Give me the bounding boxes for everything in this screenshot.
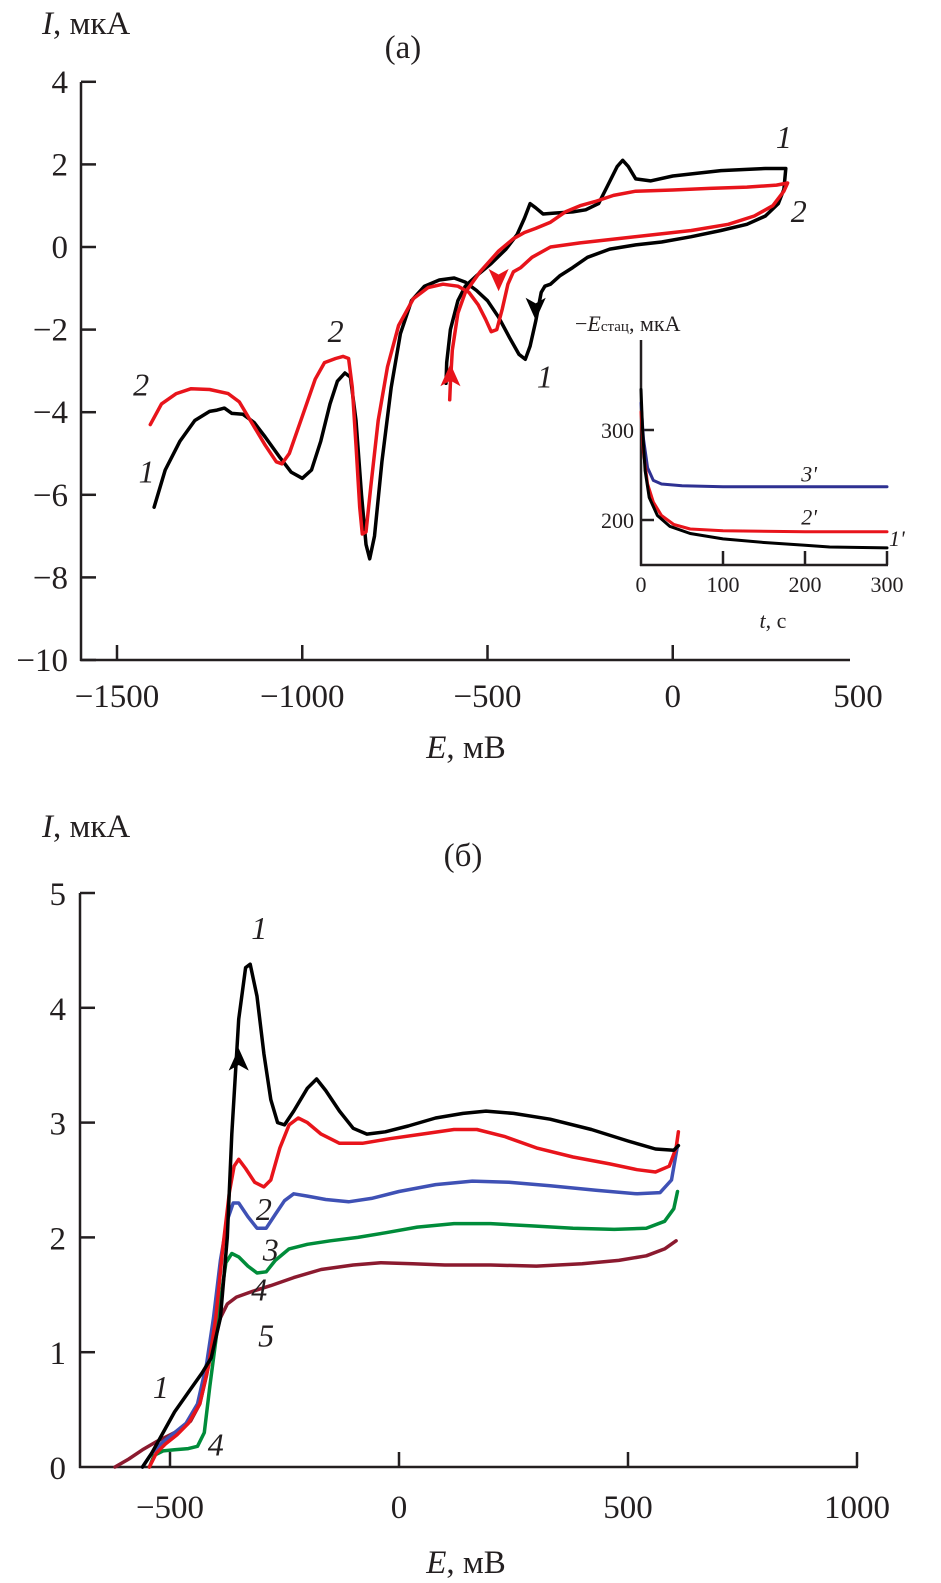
arrow-b-series-1 [228,1048,249,1071]
arrow-a-series-1 [525,297,546,321]
y-tick-label-b: 2 [50,1221,67,1257]
inset-y-title-sub: стац [601,319,629,335]
inset-x-axis-title: t, с [760,608,787,633]
arrow-a-series-2 [440,363,461,387]
y-axis-title-b-text: I, мкА [41,809,130,845]
curve-label-a: 2 [328,313,344,349]
panel-label-a: (a) [385,30,422,66]
y-tick-label-a: 4 [52,65,69,101]
curves-a [148,158,790,561]
curve-label-b: 3 [262,1231,279,1267]
curve-label-b: 1 [153,1369,169,1405]
inset-x-tick-label: 200 [789,572,822,597]
curves-b [113,962,681,1469]
y-tick-label-b: 0 [50,1451,67,1487]
x-axis-title-a: E, мВ [425,730,506,766]
x-axis-title-b: E, мВ [425,1545,506,1581]
inset-curves [639,388,889,550]
curve-label-b: 5 [258,1317,274,1353]
axes-b: 5 4 3 2 1 0 −500 0 500 1000 [50,877,891,1526]
inset-curve-series-3' [639,401,889,489]
inset-chart: −Eстац, мкА 300 200 0 100 200 300 3' 2' 1' t, с [575,311,905,633]
curve-label-b: 1 [251,910,267,946]
chart-panel-b: I, мкА (б) 5 4 3 2 1 0 −500 0 500 1000 1 2 3 4 5 1 4 E,… [41,809,890,1581]
axes-a: 4 2 0 −2 −4 −6 −8 −10−1500 −1000 −500 0 500 [16,65,882,715]
inset-curve-labels: 3' 2' 1' [800,461,905,551]
curve-labels-b: 1 2 3 4 5 1 4 [153,910,279,1463]
inset-curve-series-2' [639,410,889,534]
chart-panel-a: I, мкА (a) 4 2 0 −2 −4 −6 −8 −10−1500 −1000 −500 0… [16,6,905,766]
curve-label-a: 2 [133,367,149,403]
inset-y-tick-label: 200 [601,508,634,533]
x-tick-label-a: −1000 [260,679,345,715]
curve-label-b: 4 [208,1427,224,1463]
inset-y-axis-title: −Eстац, мкА [575,311,681,336]
panel-label-b: (б) [444,838,483,874]
x-tick-label-a: −500 [453,679,521,715]
x-tick-label-a: −1500 [75,679,160,715]
inset-y-title-main: −E [575,311,601,336]
y-tick-label-a: −2 [33,313,68,349]
curve-label-a: 1 [776,119,792,155]
inset-curve-label: 1' [889,526,905,551]
y-tick-label-b: 3 [50,1107,67,1143]
inset-y-tick-label: 300 [601,418,634,443]
curve-a-series-2 [148,181,790,536]
y-tick-label-b: 4 [50,992,67,1028]
y-tick-label-a: −6 [33,478,68,514]
y-tick-label-a: −8 [33,560,68,596]
inset-curve-series-1' [639,388,889,550]
curve-label-b: 2 [256,1191,272,1227]
x-tick-label-b: 0 [391,1490,408,1526]
y-tick-label-a: 2 [52,147,69,183]
x-tick-label-a: 0 [665,679,682,715]
y-tick-label-a: −10 [16,643,68,679]
curve-b-series-4 [147,1189,680,1469]
curve-b-series-2 [147,1116,681,1469]
x-tick-label-a: 500 [833,679,883,715]
y-tick-label-b: 5 [50,877,67,913]
curve-b-series-5 [113,1239,678,1469]
y-tick-label-a: −4 [33,395,68,431]
x-tick-label-b: 1000 [824,1490,890,1526]
inset-curve-label: 2' [801,505,817,530]
inset-x-tick-label: 100 [707,572,740,597]
arrow-a-series-2 [488,268,509,292]
curve-label-a: 1 [537,358,553,394]
y-axis-title-a-text: I, мкА [41,6,130,42]
curve-label-a: 1 [139,453,155,489]
x-tick-label-b: −500 [136,1490,204,1526]
y-axis-title-a: I, мкА [41,6,130,42]
curve-label-b: 4 [251,1272,267,1308]
inset-axes: 300 200 0 100 200 300 [601,340,904,597]
curve-b-series-3 [140,1143,680,1469]
curve-labels-a: 1 2 1 2 2 1 [133,119,807,490]
inset-curve-label: 3' [800,461,817,486]
y-axis-title-b: I, мкА [41,809,130,845]
curve-b-series-1 [140,962,681,1469]
x-tick-label-b: 500 [603,1490,653,1526]
inset-x-tick-label: 0 [636,572,647,597]
inset-x-tick-label: 300 [871,572,904,597]
y-tick-label-b: 1 [50,1336,67,1372]
curve-a-series-1 [152,158,788,561]
curve-label-a: 2 [791,193,807,229]
y-tick-label-a: 0 [52,230,69,266]
inset-y-title-unit: , мкА [629,311,681,336]
